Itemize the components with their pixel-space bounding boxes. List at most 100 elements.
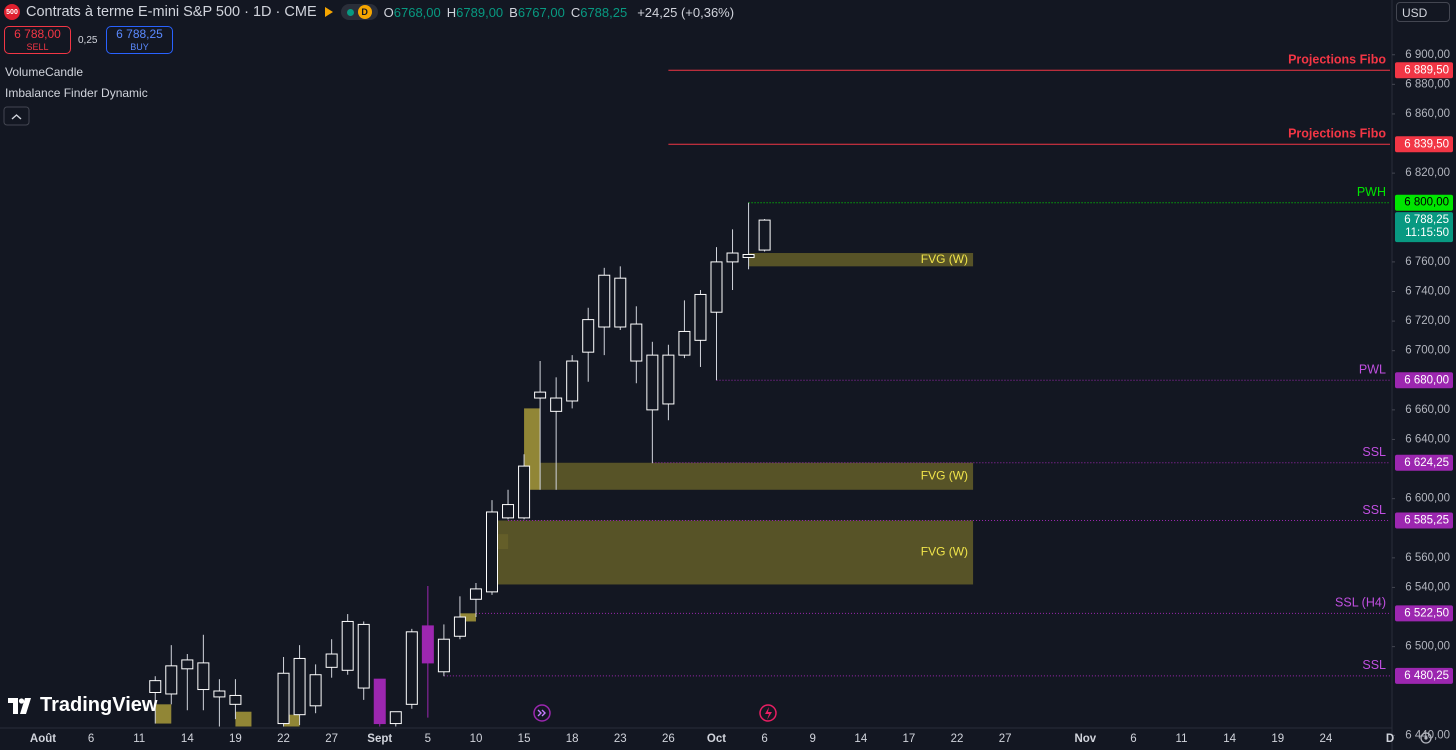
level-tag [1395, 194, 1453, 211]
sell-price: 6 788,00 [14, 27, 61, 41]
candle-body [229, 694, 242, 705]
level-tag-label: 6 585,25 [1404, 515, 1449, 527]
candle-body [357, 623, 370, 689]
level-label: Projections Fibo [1288, 127, 1386, 141]
sell-button[interactable]: 6 788,00 SELL [4, 26, 71, 54]
watermark-logo [8, 697, 31, 714]
flag-icon [324, 7, 333, 17]
indicator-label[interactable]: VolumeCandle [5, 65, 84, 79]
candle-body [486, 511, 498, 593]
x-tick-label: 22 [277, 733, 290, 745]
candle-body [325, 653, 338, 668]
level-tag-label: 6 624,25 [1404, 457, 1449, 469]
collapse-button[interactable] [3, 106, 30, 126]
y-tick-label: 6 600,00 [1405, 493, 1450, 505]
candle-body [614, 277, 627, 328]
price-change: +24,25 (+0,36%) [637, 4, 735, 20]
candle-body [662, 354, 675, 405]
y-tick-label: 6 440,00 [1405, 729, 1450, 741]
fvg-zone [492, 520, 974, 585]
status-pill[interactable]: D [340, 4, 378, 20]
x-tick-label: Oct [707, 733, 726, 745]
plot-area: FVG (W) FVG (W) FVG (W) Projections Fibo Pro… [149, 53, 1390, 727]
level-tag [1395, 667, 1453, 684]
event-icon[interactable] [533, 704, 551, 722]
candle-body [373, 678, 386, 725]
buy-button[interactable]: 6 788,25 BUY [106, 26, 173, 54]
level-tag-label: 6 839,50 [1404, 138, 1449, 150]
imbalance-box [283, 714, 300, 727]
last-price-tag [1395, 212, 1453, 243]
x-tick-label: 17 [903, 733, 916, 745]
x-tick-label: D [1386, 733, 1394, 745]
event-icon[interactable] [759, 704, 777, 722]
candle-body [389, 711, 402, 725]
ohlc-key: H [446, 4, 457, 20]
x-tick-label: 19 [229, 733, 242, 745]
candle-body [646, 354, 659, 411]
candle-body [678, 330, 691, 356]
level-tag [1395, 454, 1453, 471]
y-tick-label: 6 660,00 [1405, 404, 1450, 416]
symbol-title[interactable]: Contrats à terme E-mini S&P 500 · 1D · C… [26, 4, 317, 20]
x-tick-label: 14 [1223, 733, 1236, 745]
ohlc-key: O [383, 4, 394, 20]
buy-label: BUY [130, 42, 149, 52]
y-tick-label: 6 500,00 [1405, 641, 1450, 653]
x-tick-label: 23 [614, 733, 627, 745]
x-tick-label: 26 [662, 733, 675, 745]
level-tag-label: 6 680,00 [1404, 374, 1449, 386]
x-tick-label: 9 [810, 733, 816, 745]
imbalance-box [459, 613, 476, 622]
x-tick-label: 6 [761, 733, 767, 745]
currency-select[interactable]: USD [1396, 2, 1450, 22]
level-label: SSL [1362, 503, 1386, 517]
y-tick-label: 6 720,00 [1405, 315, 1450, 327]
y-tick-label: 6 560,00 [1405, 552, 1450, 564]
x-tick-label: 6 [1130, 733, 1136, 745]
candle-body [534, 391, 547, 399]
candle-body [694, 293, 707, 341]
candle-body [726, 252, 739, 263]
candle-body [742, 254, 755, 258]
ohlc-value: 6767,00 [517, 4, 565, 20]
x-tick-label: 22 [951, 733, 964, 745]
fvg-label: FVG (W) [921, 252, 968, 266]
level-tag-label: 6 889,50 [1404, 64, 1449, 76]
level-tag [1395, 372, 1453, 389]
status-badge: D [357, 5, 372, 19]
level-tag [1395, 136, 1453, 153]
level-label: SSL (H4) [1335, 596, 1386, 610]
indicator-label[interactable]: Imbalance Finder Dynamic [5, 86, 148, 100]
ohlc-value: 6768,00 [393, 4, 441, 20]
last-price-label: 6 788,25 [1404, 214, 1449, 226]
candle-body [293, 657, 306, 716]
candle-body [598, 274, 611, 328]
x-tick-label: 14 [181, 733, 194, 745]
ohlc: O6768,00 H6789,00 B6767,00 C6788,25 [384, 5, 628, 20]
watermark: TradingView [8, 694, 157, 717]
ohlc-key: C [570, 4, 581, 20]
status-dot [346, 8, 354, 16]
y-tick-label: 6 820,00 [1405, 167, 1450, 179]
symbol-header: 500 Contrats à terme E-mini S&P 500 · 1D… [4, 2, 734, 22]
candle-body [550, 397, 563, 412]
candle-body [149, 680, 162, 693]
x-tick-label: 27 [999, 733, 1012, 745]
candle-body [437, 638, 450, 673]
candle-body [453, 616, 466, 637]
x-tick-label: 27 [325, 733, 338, 745]
settings-icon[interactable] [1420, 732, 1432, 744]
level-tag-label: 6 800,00 [1404, 197, 1449, 209]
y-tick-label: 6 900,00 [1405, 49, 1450, 61]
level-label: SSL [1362, 445, 1386, 459]
candle-body [502, 504, 515, 519]
level-label: Projections Fibo [1288, 53, 1386, 67]
countdown-timer: 11:15:50 [1405, 227, 1449, 239]
x-tick-label: Sept [367, 733, 392, 745]
fvg-label: FVG (W) [921, 545, 968, 559]
x-tick-label: 18 [566, 733, 579, 745]
imbalance-box [155, 704, 172, 724]
x-tick-label: 10 [470, 733, 483, 745]
